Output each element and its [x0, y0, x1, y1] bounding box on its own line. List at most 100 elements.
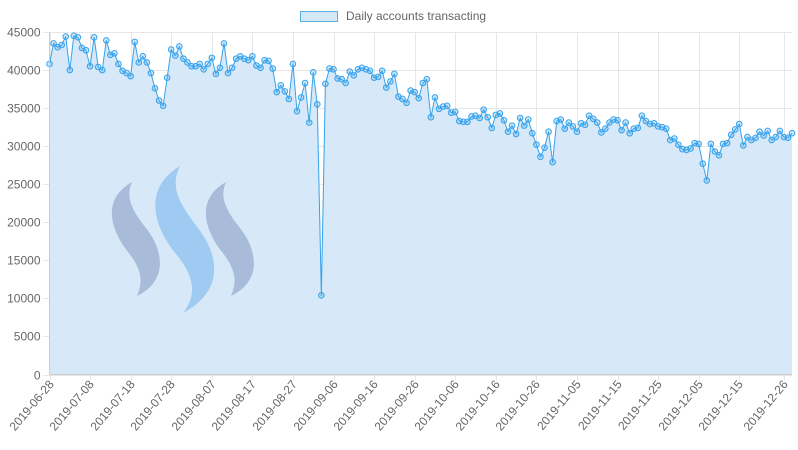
data-point — [90, 34, 98, 41]
series-line — [49, 35, 793, 296]
data-point — [127, 72, 134, 80]
data-point — [760, 132, 767, 139]
data-point — [403, 99, 410, 107]
data-point — [764, 127, 771, 135]
y-tick-label: 40000 — [7, 64, 41, 78]
data-point — [115, 60, 122, 68]
data-point — [159, 102, 167, 110]
data-point — [687, 145, 694, 152]
data-point — [508, 122, 516, 129]
legend-label: Daily accounts transacting — [346, 9, 487, 23]
data-point — [638, 112, 646, 120]
data-point — [723, 139, 731, 147]
data-point — [342, 79, 349, 87]
data-point — [427, 113, 435, 121]
data-point — [151, 85, 159, 92]
data-point — [322, 80, 329, 88]
data-point — [512, 130, 520, 138]
data-point — [103, 37, 110, 44]
data-point — [537, 153, 544, 161]
data-point — [622, 119, 629, 126]
data-point — [180, 55, 187, 62]
data-point — [776, 127, 784, 135]
data-point — [399, 95, 406, 103]
legend-swatch — [300, 10, 338, 22]
data-point — [569, 123, 577, 130]
data-point — [671, 135, 678, 142]
chart-legend[interactable]: Daily accounts transacting — [300, 8, 486, 24]
data-point — [707, 140, 715, 148]
data-point — [573, 128, 581, 136]
data-point — [784, 134, 792, 142]
data-point — [176, 43, 183, 50]
data-point — [66, 66, 74, 74]
data-point — [524, 116, 532, 123]
data-point — [86, 62, 94, 70]
data-point — [289, 60, 297, 68]
data-point — [593, 119, 601, 126]
data-point — [82, 46, 90, 54]
data-point — [675, 141, 682, 148]
data-point — [423, 75, 431, 83]
steem-logo-right-wave — [205, 182, 254, 296]
data-point — [200, 65, 207, 73]
data-point — [196, 60, 203, 68]
data-point — [58, 41, 65, 49]
data-point — [313, 101, 321, 108]
data-point — [415, 94, 423, 102]
data-point — [549, 158, 556, 166]
data-point — [204, 60, 212, 68]
data-point — [249, 53, 256, 60]
x-axis-tick-labels: 2019-06-282019-07-082019-07-182019-07-28… — [7, 377, 791, 433]
area-fill-layer — [49, 35, 792, 375]
y-tick-label: 0 — [34, 369, 41, 383]
data-point — [533, 141, 540, 148]
data-point — [135, 59, 143, 66]
data-point — [297, 94, 305, 101]
data-point — [98, 66, 106, 74]
data-point — [163, 74, 171, 81]
data-point — [155, 97, 163, 104]
data-point — [374, 73, 382, 81]
data-point — [346, 68, 354, 75]
series-area-fill — [49, 35, 792, 375]
data-point — [451, 108, 459, 116]
data-point — [756, 128, 763, 136]
y-tick-label: 5000 — [14, 330, 41, 344]
data-point — [305, 119, 313, 126]
data-point — [74, 34, 82, 41]
data-point — [504, 128, 512, 136]
series-points-layer — [46, 32, 796, 299]
data-point — [309, 69, 317, 76]
data-point — [281, 88, 289, 95]
data-point — [662, 125, 670, 132]
data-point — [139, 53, 147, 60]
data-point — [216, 64, 224, 72]
data-point — [520, 122, 528, 129]
data-point — [618, 126, 625, 134]
data-point — [387, 78, 394, 85]
data-point — [330, 65, 337, 73]
y-tick-label: 10000 — [7, 292, 41, 306]
y-tick-label: 35000 — [7, 102, 41, 116]
steem-logo-middle-wave — [155, 166, 215, 313]
data-point — [699, 160, 707, 167]
data-point — [581, 121, 589, 129]
data-point — [695, 140, 702, 148]
axes — [49, 32, 792, 375]
data-point — [496, 110, 504, 117]
data-point — [557, 116, 565, 123]
data-point — [111, 50, 118, 57]
data-point — [301, 79, 309, 87]
data-point — [752, 134, 759, 142]
data-point — [735, 120, 743, 128]
data-point — [565, 119, 573, 126]
data-point — [626, 129, 634, 137]
data-point — [277, 81, 285, 89]
data-point — [147, 69, 155, 77]
data-point — [143, 59, 151, 66]
data-point — [62, 33, 70, 40]
data-point — [350, 72, 358, 79]
data-point — [391, 70, 398, 78]
